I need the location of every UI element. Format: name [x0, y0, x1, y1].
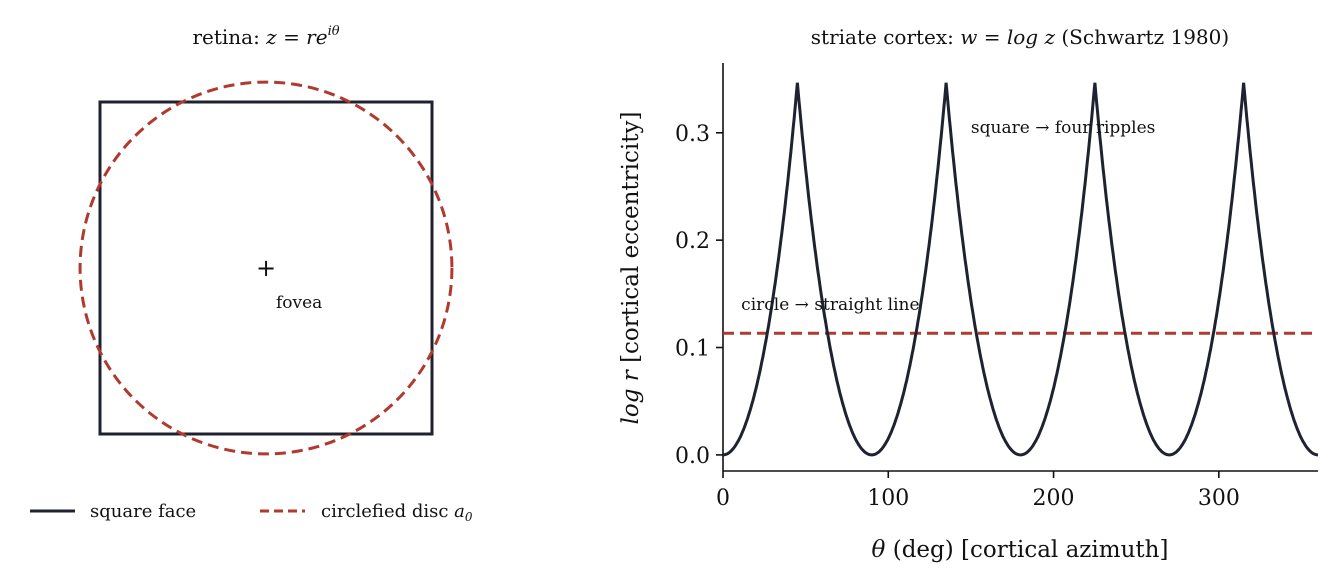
- x-axis-ticks: 0 100 200 300: [716, 471, 1240, 511]
- fovea-label: fovea: [276, 293, 322, 313]
- x-tick-label: 100: [867, 486, 909, 511]
- retina-plot-area: + fovea: [78, 80, 454, 456]
- x-tick-label: 300: [1198, 486, 1240, 511]
- legend-label-square-face: square face: [90, 501, 196, 522]
- square-face-line: [98, 100, 434, 436]
- square-ripple-line: [723, 82, 1318, 457]
- y-tick-label: 0.1: [675, 337, 710, 362]
- fovea-marker-icon: +: [256, 254, 276, 282]
- annotation-straight-line: circle → straight line: [741, 295, 919, 315]
- y-tick-label: 0.3: [675, 122, 710, 147]
- x-tick-label: 200: [1033, 486, 1075, 511]
- cortex-panel-title: striate cortex: w = log z (Schwartz 1980…: [811, 25, 1229, 49]
- y-tick-label: 0.2: [675, 229, 710, 254]
- retina-panel-title: retina: z = reiθ: [192, 24, 339, 49]
- retina-legend: square face circlefied disc a0: [30, 501, 473, 524]
- cortex-plot-area: [723, 82, 1318, 457]
- annotation-four-ripples: square → four ripples: [971, 118, 1156, 138]
- x-axis-label: θ (deg) [cortical azimuth]: [872, 537, 1169, 563]
- legend-label-circlefied-disc: circlefied disc a0: [321, 501, 473, 524]
- cortex-axes: 0 100 200 300 0.0 0.1 0.2 0.3: [675, 63, 1318, 511]
- circlefied-disc-line: [78, 80, 454, 456]
- x-tick-label: 0: [716, 486, 730, 511]
- y-axis-ticks: 0.0 0.1 0.2 0.3: [675, 122, 723, 469]
- y-tick-label: 0.0: [675, 444, 710, 469]
- y-axis-label: log r [cortical eccentricity]: [618, 112, 644, 425]
